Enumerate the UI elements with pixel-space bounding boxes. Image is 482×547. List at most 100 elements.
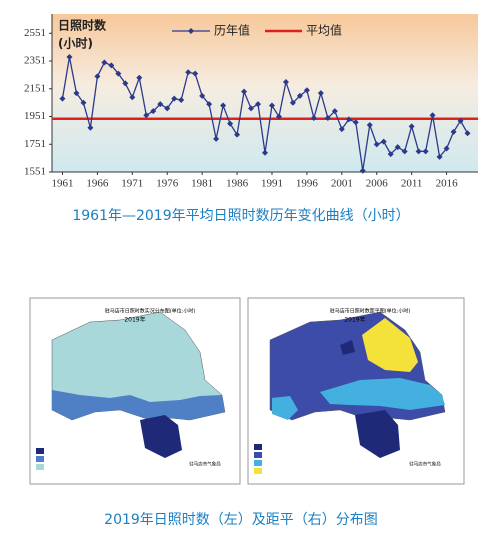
data-point	[317, 90, 324, 97]
y-axis-label: 日照时数	[58, 18, 107, 33]
data-point	[59, 95, 66, 102]
data-point	[275, 113, 282, 120]
data-point	[171, 95, 178, 102]
data-point	[122, 80, 129, 87]
data-point	[373, 141, 380, 148]
data-point	[436, 153, 443, 160]
x-tick-label: 1971	[121, 178, 143, 190]
data-point	[262, 149, 268, 156]
y-tick-label: 2151	[24, 82, 46, 94]
data-point	[457, 117, 464, 124]
map-left: 驻马店市日照时数实况分布图(单位:小时) 2019年 驻马店市气象局	[29, 297, 241, 485]
legend-swatch	[36, 456, 44, 462]
data-point	[129, 94, 136, 101]
data-point	[101, 59, 108, 66]
x-tick-label: 1991	[261, 178, 283, 190]
line-chart: 1551 1751 1951 2151 2351 2551 1961 1966 1971 1976…	[24, 14, 478, 190]
data-point	[157, 101, 164, 108]
map-year: 2019年	[344, 316, 365, 324]
y-tick-label: 1551	[24, 166, 46, 178]
data-point	[443, 145, 450, 152]
legend-swatch	[254, 460, 262, 466]
data-point	[345, 116, 352, 123]
data-point	[115, 70, 122, 77]
legend-swatch	[36, 448, 44, 454]
data-point	[450, 128, 457, 135]
region	[272, 396, 298, 420]
chart-caption: 1961年—2019年平均日照时数历年变化曲线（小时）	[72, 208, 409, 224]
data-point	[80, 99, 87, 106]
x-tick-label: 2001	[331, 178, 353, 190]
data-point	[282, 78, 289, 85]
data-point	[220, 102, 227, 109]
data-point	[268, 102, 275, 109]
data-point	[415, 148, 422, 155]
data-point	[199, 92, 206, 99]
map-credit: 驻马店市气象局	[189, 461, 221, 468]
y-axis-label: (小时)	[58, 36, 93, 51]
data-point	[108, 62, 115, 69]
legend-label: 历年值	[214, 23, 250, 38]
x-tick-label: 1986	[226, 178, 249, 190]
legend-swatch	[254, 452, 262, 458]
map-credit: 驻马店市气象局	[409, 461, 441, 468]
y-tick-label: 2551	[24, 27, 46, 39]
data-point	[164, 105, 171, 112]
x-tick-label: 1976	[156, 178, 179, 190]
data-point	[359, 167, 366, 174]
region	[362, 318, 418, 372]
data-point	[73, 90, 80, 97]
data-point	[206, 101, 213, 108]
data-point	[178, 97, 185, 104]
data-point	[352, 119, 359, 126]
data-point	[324, 115, 331, 122]
map-right: 驻马店市日照时数距平图(单位:小时) 2019年 驻马店市气象局	[247, 297, 465, 485]
data-point	[303, 87, 310, 94]
y-tick-label: 1751	[24, 138, 46, 150]
region	[320, 378, 445, 410]
region	[52, 390, 225, 430]
region	[340, 340, 355, 355]
data-point	[394, 144, 401, 151]
x-tick-label: 1961	[51, 178, 73, 190]
data-point	[248, 105, 255, 112]
data-point	[94, 73, 101, 80]
data-point	[192, 70, 199, 77]
data-point	[408, 123, 415, 130]
x-tick-label: 2006	[366, 178, 389, 190]
legend-swatch	[254, 468, 262, 474]
data-point	[143, 112, 150, 119]
data-point	[422, 148, 429, 155]
data-point	[464, 130, 471, 137]
legend-swatch	[254, 444, 262, 450]
x-tick-label: 2016	[436, 178, 459, 190]
x-tick-label: 1981	[191, 178, 213, 190]
data-point	[429, 112, 436, 119]
x-tick-label: 1966	[86, 178, 109, 190]
y-tick-label: 2351	[24, 55, 46, 67]
data-point	[331, 108, 338, 115]
plot-background	[52, 14, 478, 172]
data-point	[87, 124, 94, 131]
data-point	[136, 74, 143, 81]
data-point	[255, 101, 262, 108]
map-title: 驻马店市日照时数实况分布图(单位:小时)	[105, 308, 196, 315]
x-tick-label: 2011	[401, 178, 423, 190]
x-tick-label: 1996	[296, 178, 319, 190]
data-point	[310, 115, 317, 122]
map-year: 2019年	[124, 316, 145, 324]
data-point	[366, 121, 373, 128]
map-title: 驻马店市日照时数距平图(单位:小时)	[330, 308, 411, 315]
data-point	[185, 69, 192, 76]
region	[355, 410, 400, 458]
data-point	[387, 151, 394, 158]
data-point	[66, 54, 73, 61]
data-point	[150, 108, 157, 115]
data-point	[296, 92, 303, 99]
data-point	[380, 138, 387, 145]
region	[140, 415, 182, 458]
maps-caption: 2019年日照时数（左）及距平（右）分布图	[104, 512, 378, 528]
data-point	[213, 135, 220, 142]
data-point	[289, 99, 296, 106]
